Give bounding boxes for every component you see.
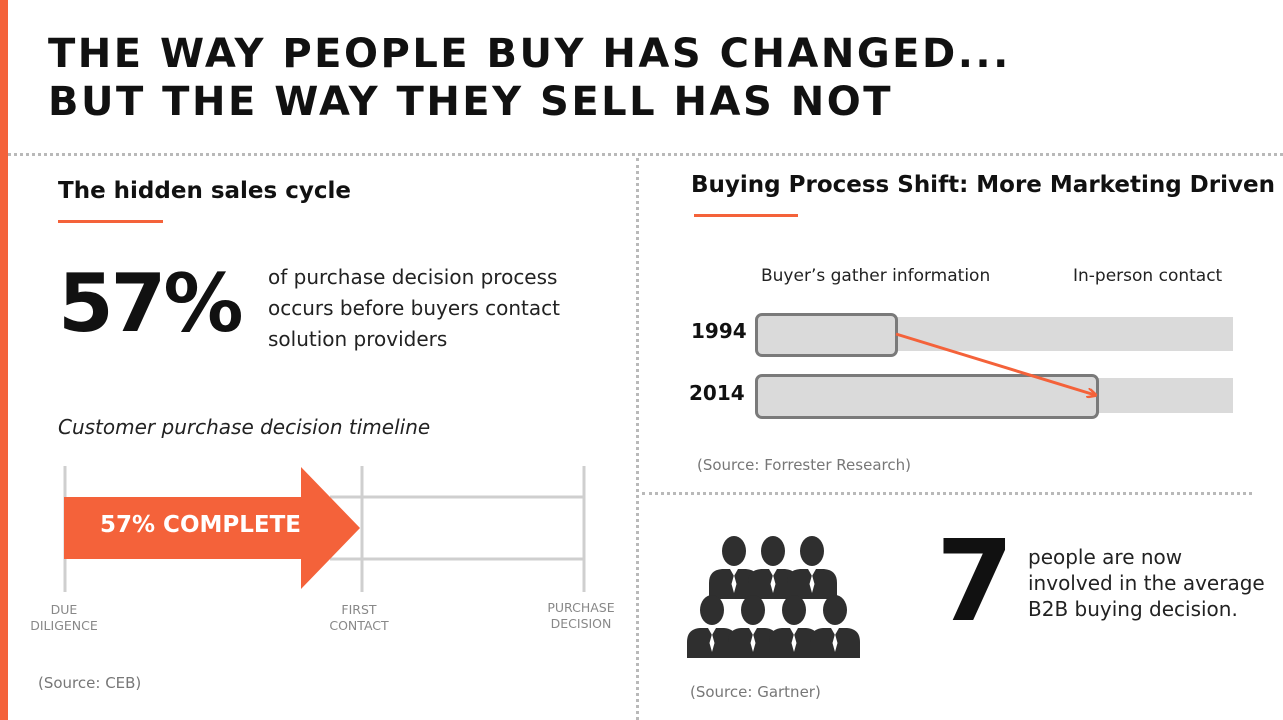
stat-57-percent: 57% <box>58 257 243 350</box>
page-title: THE WAY PEOPLE BUY HAS CHANGED... BUT TH… <box>48 30 1011 126</box>
stat-7-description: people are now involved in the average B… <box>1028 545 1265 621</box>
heading-underline <box>694 214 798 217</box>
stage-purchase-decision: PURCHASE DECISION <box>531 600 631 632</box>
progress-arrow <box>64 467 360 589</box>
header-divider <box>8 153 1283 156</box>
stage-label-line: DILIGENCE <box>30 618 98 633</box>
year-label-2014: 2014 <box>689 381 745 405</box>
buying-process-heading: Buying Process Shift: More Marketing Dri… <box>691 172 1275 198</box>
stage-label-line: CONTACT <box>329 618 389 633</box>
row-2014-information-bar <box>755 374 1099 419</box>
column-label-in-person-contact: In-person contact <box>1073 266 1223 286</box>
progress-label: 57% COMPLETE <box>100 512 302 538</box>
stat-57-description: of purchase decision process occurs befo… <box>268 265 560 351</box>
title-line-2: BUT THE WAY THEY SELL HAS NOT <box>48 79 893 125</box>
timeline-graphic <box>63 466 586 592</box>
source-gartner: (Source: Gartner) <box>690 683 821 701</box>
right-row-divider <box>642 492 1252 495</box>
column-label-gather-information: Buyer’s gather information <box>761 266 991 286</box>
timeline-title: Customer purchase decision timeline <box>58 415 431 439</box>
left-accent-bar <box>0 0 8 720</box>
stage-first-contact: FIRST CONTACT <box>309 602 409 634</box>
row-1994-information-bar <box>755 313 898 357</box>
stage-label-line: DECISION <box>550 616 612 631</box>
stage-due-diligence: DUE DILIGENCE <box>14 602 114 634</box>
source-forrester: (Source: Forrester Research) <box>697 456 911 474</box>
stage-label-line: FIRST <box>341 602 377 617</box>
stage-label-line: DUE <box>50 602 78 617</box>
stage-label-line: PURCHASE <box>547 600 615 615</box>
stat-7: 7 <box>936 517 1014 647</box>
hidden-sales-cycle-heading: The hidden sales cycle <box>58 178 351 204</box>
heading-underline <box>58 220 163 223</box>
title-line-1: THE WAY PEOPLE BUY HAS CHANGED... <box>48 31 1011 77</box>
source-ceb: (Source: CEB) <box>38 674 142 692</box>
group-of-people-icon <box>687 536 860 658</box>
year-label-1994: 1994 <box>691 319 747 343</box>
column-divider <box>636 158 639 720</box>
